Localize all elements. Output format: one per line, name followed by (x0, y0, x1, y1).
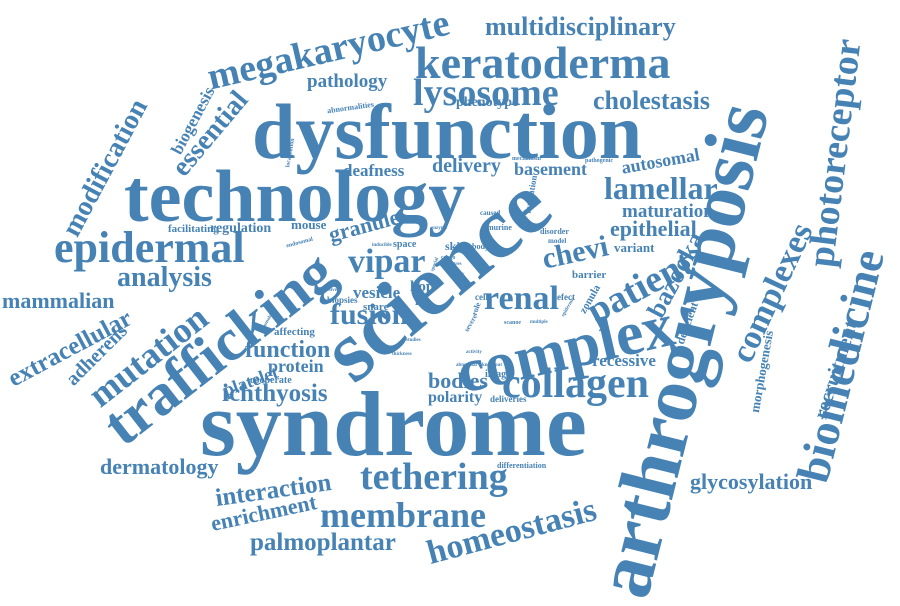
word-phenotype: phenotype (456, 95, 519, 110)
word-tethering: tethering (360, 456, 508, 498)
word-knockout: knockout (482, 363, 503, 368)
word-epithelial: epithelial (610, 216, 697, 241)
word-maturation: maturation (622, 201, 714, 222)
word-polarity: polarity (428, 389, 483, 406)
word-pathogenic: pathogenic (585, 158, 614, 164)
word-bodies: bodies (428, 368, 488, 393)
word-deafness: deafness (343, 161, 405, 180)
word-defect: defect (552, 292, 575, 302)
word-role: role (469, 301, 483, 317)
word-vesicle: vesicle (353, 283, 401, 302)
word-differentiation: differentiation (497, 461, 547, 470)
word-recessive: recessive (592, 351, 656, 370)
word-structures: structures (440, 262, 462, 267)
word-snare: snare (363, 301, 389, 313)
word-dysfunction: dysfunction (252, 88, 643, 175)
word-glycosylation: glycosylation (690, 469, 813, 494)
word-basement: basement (514, 159, 587, 179)
word-variant: variant (614, 240, 655, 255)
word-mouse: mouse (291, 217, 327, 232)
word-body: body (472, 242, 489, 251)
word-deliveries: deliveries (490, 394, 527, 404)
word-defective: defective (318, 288, 337, 293)
word-lysosome: lysosome (413, 72, 559, 114)
word-image: image (485, 369, 511, 380)
word-abnormal: abnormal (456, 363, 477, 368)
word-scanoe: scanoe (504, 320, 521, 326)
word-pathology: pathology (307, 71, 388, 92)
word-epidermal: epidermal (54, 223, 245, 272)
word-function: function (245, 337, 331, 363)
word-vipar: vipar (348, 243, 426, 280)
word-multiple: multiple (530, 320, 548, 325)
word-thickness: thickness (392, 352, 412, 357)
word-analysis: analysis (117, 262, 212, 293)
word-hop: hop (410, 279, 435, 295)
word-dermatology: dermatology (100, 454, 219, 479)
word-facilitating: facilitating (168, 223, 219, 235)
word-disorder: disorder (540, 227, 569, 236)
word-cell: cell (475, 292, 488, 302)
word-regulation: regulation (210, 221, 272, 236)
word-delivery: delivery (432, 155, 501, 177)
word-activity: activity (466, 350, 482, 355)
word-membrane: membrane (320, 495, 486, 535)
word-syndrome: syndrome (200, 373, 587, 475)
word-technology: technology (124, 156, 466, 238)
word-space: space (393, 239, 417, 250)
word-mechanism: mechanism (512, 156, 541, 162)
word-inducible: inducible (372, 243, 392, 248)
word-renal: renal (484, 280, 559, 317)
word-skin: skin (445, 239, 467, 253)
word-cholestasis: cholestasis (593, 86, 710, 115)
word-cargo: cargo (441, 255, 456, 261)
word-ichthyosis: ichthyosis (222, 380, 328, 407)
word-affecting: affecting (274, 326, 315, 338)
word-lamellar: lamellar (604, 170, 718, 206)
word-cooperate: cooperate (250, 375, 292, 386)
word-cause: cause (452, 272, 464, 277)
word-keratoderma: keratoderma (415, 37, 671, 88)
word-collagen: collagen (502, 361, 649, 407)
word-mammalian: mammalian (2, 288, 115, 313)
word-protein: protein (268, 356, 324, 376)
word-enzyme: enzyme (431, 226, 448, 231)
word-multidisciplinary: multidisciplinary (485, 12, 676, 41)
word-caused: caused (480, 209, 501, 217)
word-life: life (415, 294, 431, 308)
word-studies: studies (406, 338, 421, 343)
word-biopsies: biopsies (327, 295, 358, 305)
word-fusion: fusion (330, 298, 409, 331)
word-model: model (548, 237, 567, 245)
word-barrier: barrier (572, 269, 607, 281)
word-murine: murine (487, 223, 512, 232)
word-palmoplantar: palmoplantar (250, 529, 396, 556)
